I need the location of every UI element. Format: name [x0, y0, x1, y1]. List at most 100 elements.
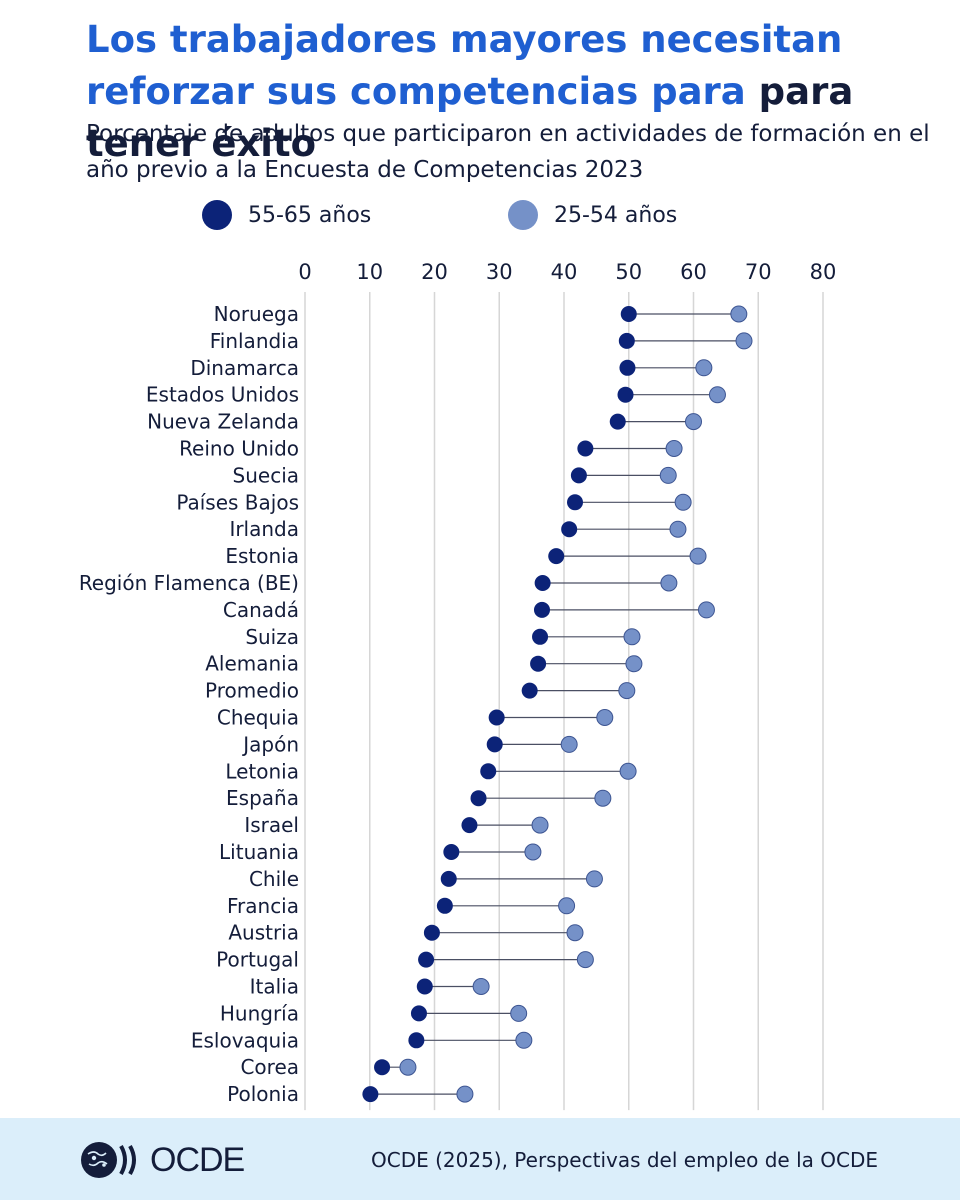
category-label: Francia — [227, 894, 299, 918]
point-younger — [566, 924, 584, 942]
category-label: Israel — [244, 813, 299, 837]
category-label: Chequia — [217, 706, 299, 730]
point-younger — [674, 493, 692, 511]
point-older — [530, 655, 547, 672]
category-label: Alemania — [205, 652, 299, 676]
chart-title-dark: para tener éxito — [86, 70, 854, 165]
point-older — [532, 628, 549, 645]
point-older — [561, 521, 578, 538]
x-tick-label: 50 — [615, 260, 642, 284]
category-label: Letonia — [225, 759, 299, 783]
category-label: Austria — [228, 921, 299, 945]
category-label: Reino Unido — [179, 437, 299, 461]
legend-label-younger: 25-54 años — [554, 202, 678, 228]
point-older — [521, 682, 538, 699]
category-label: Italia — [250, 975, 299, 999]
point-older — [408, 1032, 425, 1049]
point-older — [577, 440, 594, 457]
point-older — [486, 736, 503, 753]
point-younger — [669, 520, 687, 538]
point-younger — [695, 359, 713, 377]
point-younger — [697, 601, 715, 619]
category-label: Hungría — [220, 1001, 299, 1025]
legend-label-older: 55-65 años — [248, 202, 372, 228]
point-older — [570, 467, 587, 484]
point-older — [567, 494, 584, 511]
x-tick-label: 80 — [810, 260, 837, 284]
category-label: Países Bajos — [176, 490, 299, 514]
category-label: Estados Unidos — [146, 383, 299, 407]
point-younger — [558, 897, 576, 915]
category-label: Japón — [241, 732, 299, 756]
point-younger — [585, 870, 603, 888]
x-tick-label: 10 — [356, 260, 383, 284]
point-older — [620, 306, 637, 322]
point-younger — [623, 628, 641, 646]
point-younger — [660, 574, 678, 592]
point-older — [461, 817, 478, 834]
x-tick-label: 20 — [421, 260, 448, 284]
dumbbell-chart: 0 10 20 30 40 50 60 70 80 Noruega Finlandia Dinamar… — [79, 260, 837, 1111]
point-older — [374, 1059, 391, 1076]
point-younger — [560, 735, 578, 753]
category-label: Nueva Zelanda — [147, 410, 299, 434]
point-younger — [685, 413, 702, 431]
point-older — [443, 844, 460, 860]
globe-icon — [81, 1142, 136, 1178]
point-younger — [531, 816, 549, 834]
point-older — [533, 601, 550, 618]
point-younger — [618, 682, 636, 700]
legend: 55-65 años 25-54 años — [0, 200, 960, 236]
category-label: Noruega — [214, 302, 299, 326]
category-label: Estonia — [225, 544, 299, 568]
chart-title: Los trabajadores mayores necesitan refor… — [86, 14, 946, 170]
point-older — [488, 709, 505, 726]
category-label: Portugal — [216, 948, 299, 972]
point-younger — [708, 386, 726, 404]
category-label: Corea — [240, 1055, 299, 1079]
source-note: OCDE (2025), Perspectivas del empleo de … — [370, 1148, 878, 1172]
category-label: Chile — [249, 867, 299, 891]
point-younger — [735, 332, 753, 350]
category-label: Eslovaquia — [191, 1028, 299, 1052]
point-older — [619, 359, 636, 376]
point-younger — [594, 789, 612, 807]
point-younger — [524, 843, 542, 861]
point-younger — [596, 709, 614, 726]
point-younger — [665, 440, 683, 457]
point-older — [440, 870, 457, 887]
category-label: Finlandia — [210, 329, 299, 353]
point-younger — [515, 1031, 533, 1049]
footer: OCDE OCDE (2025), Perspectivas del emple… — [0, 1118, 960, 1200]
point-younger — [472, 978, 490, 995]
point-older — [416, 978, 433, 995]
chart-title-blue: Los trabajadores mayores necesitan refor… — [86, 18, 843, 113]
point-older — [618, 332, 635, 349]
point-younger — [576, 951, 594, 969]
x-tick-label: 0 — [298, 260, 311, 284]
category-label: Suiza — [245, 625, 299, 649]
category-label: Dinamarca — [190, 356, 299, 380]
point-younger — [625, 655, 643, 673]
point-older — [609, 413, 626, 430]
point-older — [617, 386, 634, 403]
point-older — [423, 924, 440, 941]
point-older — [410, 1005, 427, 1022]
point-older — [436, 897, 453, 914]
point-older — [470, 790, 487, 807]
category-label: Polonia — [227, 1082, 299, 1106]
category-label: Canadá — [223, 598, 299, 622]
legend-item-younger: 25-54 años — [508, 200, 677, 230]
point-older — [534, 575, 551, 591]
category-label: Región Flamenca (BE) — [79, 571, 299, 595]
legend-marker-older — [202, 200, 232, 230]
x-tick-label: 40 — [551, 260, 578, 284]
point-younger — [689, 547, 707, 565]
category-label: Lituania — [219, 840, 299, 864]
x-tick-label: 70 — [745, 260, 772, 284]
ocde-logo: OCDE — [80, 1140, 245, 1180]
legend-marker-younger — [508, 200, 538, 230]
logo-text: OCDE — [150, 1140, 245, 1179]
category-label: España — [226, 786, 299, 810]
x-tick-label: 60 — [680, 260, 707, 284]
